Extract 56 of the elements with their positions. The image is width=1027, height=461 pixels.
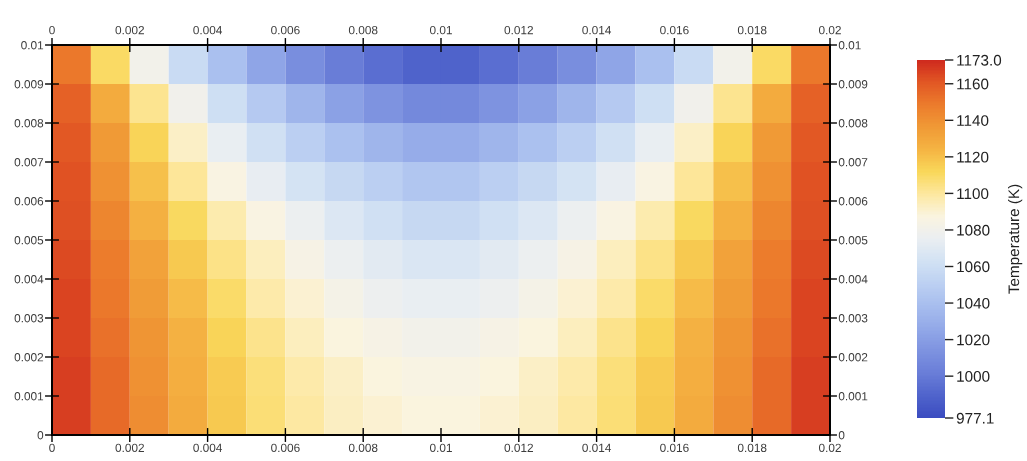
y2-tick-label: 0.005	[838, 236, 868, 245]
x-tick-label: 0.01	[429, 443, 452, 452]
y2-tick-label: 0	[838, 431, 845, 440]
x-tick-label: 0	[49, 443, 55, 452]
y-tick-label: 0.004	[14, 275, 44, 284]
x-tick-label: 0.016	[660, 443, 689, 452]
color-bar-label: 1080	[957, 224, 990, 236]
x-tick-label: 0.004	[193, 443, 223, 452]
x2-tick-label: 0	[49, 25, 55, 35]
y2-tick-label: 0.01	[838, 41, 861, 50]
x2-tick-label: 0.006	[271, 25, 300, 35]
y-tick-label: 0.005	[14, 236, 44, 245]
y-tick-label: 0.003	[14, 314, 44, 323]
x-tick-label: 0.018	[737, 443, 767, 452]
y-tick-label: 0.001	[14, 392, 44, 401]
y2-tick-label: 0.009	[838, 80, 868, 89]
x2-tick-label: 0.012	[504, 25, 533, 35]
x-tick-label: 0.002	[115, 443, 144, 452]
y-tick-label: 0.007	[14, 158, 44, 167]
color-bar-label: 1040	[957, 297, 990, 309]
x-tick-label: 0.02	[818, 443, 841, 452]
y2-tick-label: 0.002	[838, 353, 868, 362]
color-bar-label: 1100	[957, 188, 989, 200]
y2-tick-label: 0.006	[838, 197, 868, 206]
color-bar-label: 1020	[957, 334, 990, 346]
x-tick-label: 0.014	[582, 443, 612, 452]
x-tick-label: 0.008	[348, 443, 378, 452]
y2-tick-label: 0.008	[838, 119, 868, 128]
color-bar-label: 1140	[957, 115, 989, 126]
y-tick-label: 0.006	[14, 197, 44, 206]
y-tick-label: 0.009	[14, 80, 44, 89]
x2-tick-label: 0.004	[193, 25, 223, 35]
y-tick-label: 0	[37, 431, 44, 440]
x2-tick-label: 0.01	[429, 25, 452, 35]
color-bar-label: 1120	[957, 151, 989, 163]
x-tick-label: 0.012	[504, 443, 533, 452]
y2-tick-label: 0.001	[838, 392, 868, 401]
y2-tick-label: 0.003	[838, 314, 868, 323]
color-bar-label: 1160	[957, 78, 989, 90]
x2-tick-label: 0.014	[582, 25, 612, 35]
color-bar-title: Temperature (K)	[1008, 184, 1023, 294]
y2-tick-label: 0.004	[838, 275, 868, 284]
x2-tick-label: 0.002	[115, 25, 144, 35]
color-bar-label: 1173.0	[957, 54, 1002, 66]
y-tick-label: 0.002	[14, 353, 44, 362]
x2-tick-label: 0.018	[737, 25, 767, 35]
y-tick-label: 0.01	[21, 41, 44, 50]
x2-tick-label: 0.008	[348, 25, 378, 35]
x-tick-label: 0.006	[271, 443, 300, 452]
y2-tick-label: 0.007	[838, 158, 868, 167]
color-bar-label: 1060	[957, 261, 990, 273]
y-tick-label: 0.008	[14, 119, 44, 128]
x2-tick-label: 0.02	[818, 25, 841, 35]
x2-tick-label: 0.016	[660, 25, 689, 35]
color-bar-label: 1000	[957, 371, 990, 382]
color-bar-label: 977.1	[956, 412, 994, 424]
